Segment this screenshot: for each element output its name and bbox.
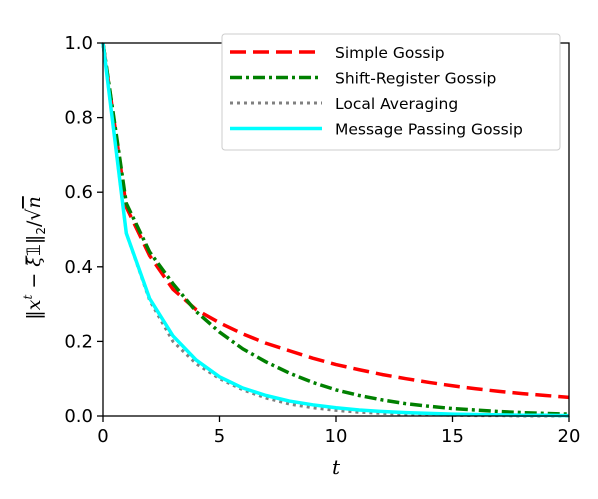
y-tick-label: 0.0: [64, 406, 93, 427]
x-axis-title: t: [332, 455, 341, 479]
series-line-message-passing-gossip: [101, 42, 570, 418]
series-line-shift-register-gossip: [101, 42, 570, 416]
x-tick-label: 15: [441, 426, 464, 447]
legend-label: Message Passing Gossip: [335, 121, 523, 139]
y-axis-title: ‖xt − ξ̄𝟙‖2/√n: [21, 196, 48, 320]
legend: Simple Gossip Shift-Register Gossip Local …: [221, 33, 561, 151]
legend-label: Shift-Register Gossip: [335, 70, 496, 88]
legend-box: [221, 33, 561, 151]
x-tick-label: 20: [558, 426, 581, 447]
svg-text:‖xt − ξ̄𝟙‖2/√n: ‖xt − ξ̄𝟙‖2/√n: [21, 196, 48, 320]
y-tick-label: 0.2: [64, 331, 93, 352]
x-tick-label: 10: [325, 426, 348, 447]
x-tick-label: 5: [214, 426, 225, 447]
series-line-simple-gossip: [101, 42, 570, 400]
legend-label: Local Averaging: [335, 95, 458, 113]
y-tick-label: 0.8: [64, 108, 93, 129]
legend-label: Simple Gossip: [335, 44, 445, 62]
ticks-layer: 0 5 10 15 20 0.0 0.2 0.4 0.6 0.8 1.0: [64, 33, 580, 447]
x-tick-label: 0: [97, 426, 108, 447]
y-tick-label: 0.6: [64, 182, 93, 203]
y-tick-label: 1.0: [64, 33, 93, 54]
y-tick-label: 0.4: [64, 257, 93, 278]
